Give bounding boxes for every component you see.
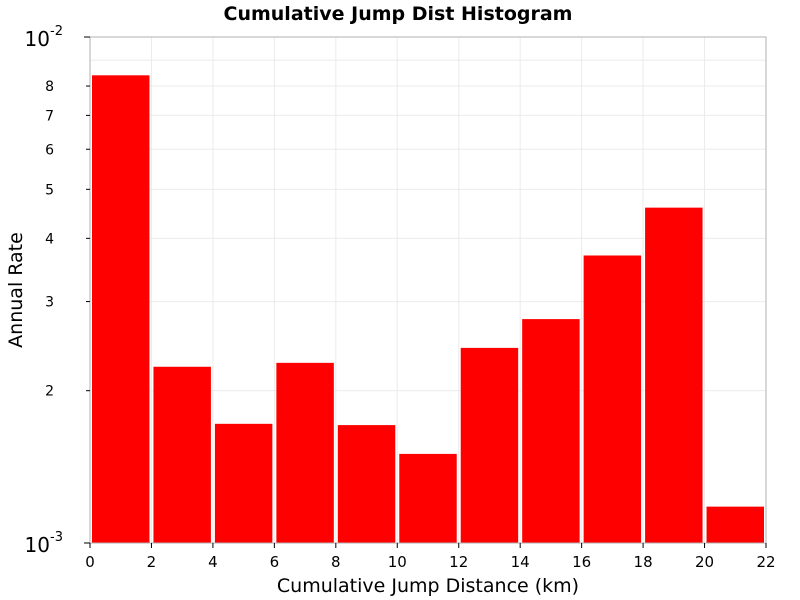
x-tick-label: 18 — [634, 553, 653, 571]
y-tick-label: 7 — [45, 108, 54, 124]
x-axis-ticks: 0 2 4 6 8 10 12 14 16 18 20 22 — [85, 543, 776, 571]
histogram-bar-10 — [645, 207, 703, 543]
x-tick-label: 22 — [756, 553, 775, 571]
y-tick-label: 8 — [45, 79, 54, 95]
y-axis-label: Annual Rate — [5, 232, 27, 348]
y-tick-label: 4 — [45, 231, 54, 247]
y-major-tick-exponent: -2 — [50, 24, 63, 39]
x-tick-label: 2 — [147, 553, 157, 571]
histogram-bars — [92, 75, 764, 543]
y-major-tick-label: 10 — [25, 27, 50, 51]
x-tick-label: 0 — [85, 553, 95, 571]
y-tick-label: 3 — [45, 295, 54, 311]
y-major-tick-exponent: -3 — [50, 530, 63, 545]
histogram-bar-7 — [460, 347, 519, 543]
x-tick-label: 20 — [695, 553, 714, 571]
y-tick-label: 2 — [45, 384, 54, 400]
histogram-bar-11 — [706, 506, 764, 543]
y-major-tick-label: 10 — [25, 533, 50, 557]
y-tick-label: 5 — [45, 182, 54, 198]
histogram-bar-4 — [276, 362, 334, 543]
y-tick-label: 6 — [45, 142, 54, 158]
x-axis-label: Cumulative Jump Distance (km) — [277, 575, 579, 597]
histogram-bar-3 — [214, 423, 273, 543]
histogram-bar-5 — [337, 425, 396, 543]
chart-title: Cumulative Jump Dist Histogram — [224, 3, 573, 25]
plot-area-frame — [89, 36, 767, 544]
x-tick-label: 6 — [270, 553, 280, 571]
histogram-bar-8 — [522, 319, 580, 543]
x-tick-label: 10 — [388, 553, 407, 571]
x-tick-label: 8 — [331, 553, 341, 571]
histogram-bar-2 — [153, 366, 211, 543]
x-tick-label: 4 — [208, 553, 218, 571]
x-tick-label: 14 — [511, 553, 530, 571]
x-tick-label: 12 — [449, 553, 468, 571]
x-tick-label: 16 — [572, 553, 591, 571]
histogram-bar-6 — [399, 453, 457, 543]
histogram-bar-1 — [92, 75, 150, 543]
histogram-bar-9 — [583, 255, 642, 543]
